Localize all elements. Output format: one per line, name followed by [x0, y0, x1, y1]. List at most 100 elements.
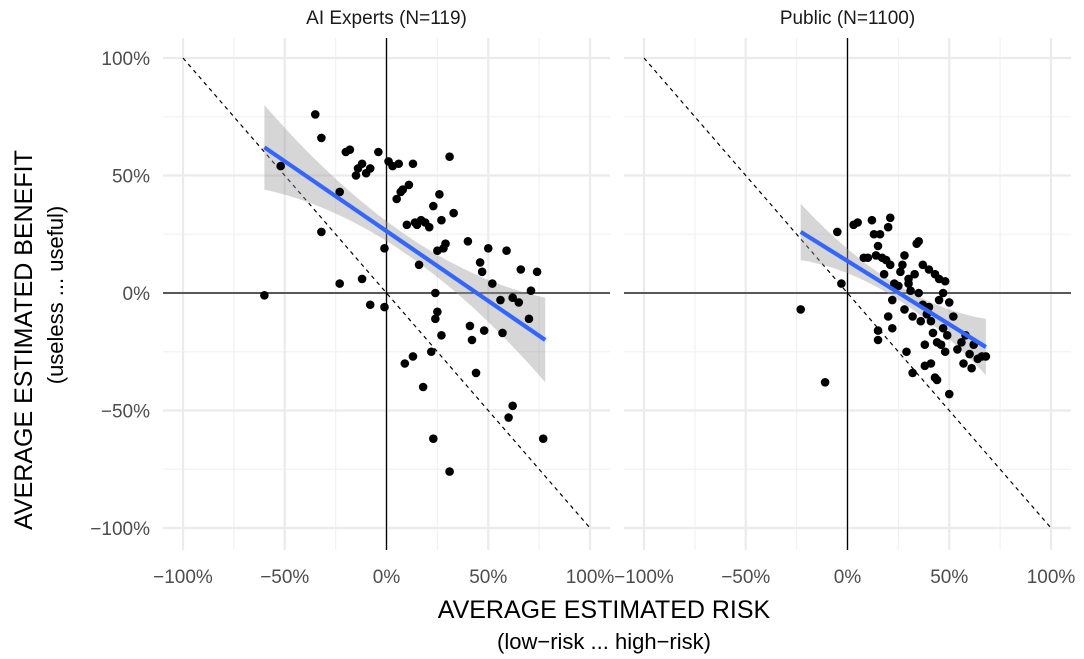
data-point: [932, 375, 942, 385]
data-point: [906, 286, 915, 295]
regression-line: [263, 145, 547, 342]
data-point: [875, 229, 885, 239]
data-point: [414, 260, 424, 270]
data-point: [424, 222, 434, 232]
data-point: [924, 265, 934, 274]
data-point: [357, 274, 367, 284]
y-tick-label: 50%: [112, 167, 150, 188]
data-point: [408, 159, 418, 169]
data-point: [934, 295, 944, 305]
data-point: [900, 305, 909, 314]
data-point: [477, 267, 487, 277]
facet-title: Public (N=1100): [780, 8, 915, 29]
data-point: [957, 338, 966, 347]
data-point: [883, 222, 893, 232]
data-point: [908, 368, 917, 378]
x-tick-label: −100%: [614, 567, 674, 588]
facet-title: AI Experts (N=119): [306, 8, 467, 29]
data-point: [437, 331, 446, 340]
data-point: [944, 389, 954, 399]
data-point: [938, 288, 948, 298]
data-point: [429, 201, 438, 211]
data-point: [904, 274, 913, 284]
data-point: [467, 335, 477, 345]
data-point: [873, 326, 883, 335]
data-point: [883, 312, 893, 321]
data-point: [863, 253, 873, 263]
data-point: [944, 298, 954, 307]
data-point: [317, 227, 326, 237]
y-axis-title: AVERAGE ESTIMATED BENEFIT: [10, 150, 38, 530]
data-point: [276, 161, 285, 171]
data-point: [445, 152, 454, 161]
data-point: [926, 316, 936, 326]
data-point: [902, 347, 911, 357]
data-point: [508, 401, 517, 411]
data-point: [873, 335, 883, 345]
data-point: [365, 164, 375, 173]
panel-public: Public (N=1100) −100% −50% 0% 50% 100%: [614, 8, 1075, 588]
data-point: [942, 331, 952, 340]
data-point: [426, 347, 436, 357]
data-point: [441, 239, 450, 248]
data-point: [483, 244, 493, 253]
data-point: [398, 185, 408, 194]
data-point: [837, 279, 846, 288]
data-point: [435, 190, 444, 199]
data-point: [908, 312, 917, 321]
data-point: [981, 352, 991, 361]
data-point: [310, 110, 320, 119]
data-point: [471, 368, 481, 378]
x-tick-label: −100%: [153, 567, 213, 588]
x-tick-label: 100%: [1027, 567, 1076, 588]
data-point: [488, 279, 497, 288]
y-axis: 100% 50% 0% −50% −100%: [90, 49, 150, 540]
data-point: [526, 286, 536, 295]
x-tick-label: 50%: [930, 567, 968, 588]
data-point: [524, 314, 534, 324]
data-point: [445, 467, 454, 476]
data-point: [394, 159, 404, 169]
data-point: [380, 302, 389, 312]
data-point: [496, 295, 505, 305]
data-point: [475, 258, 485, 267]
data-point: [833, 227, 842, 237]
data-point: [429, 434, 438, 444]
data-point: [898, 260, 907, 270]
data-point: [317, 133, 326, 143]
data-point: [938, 323, 948, 333]
data-point: [479, 326, 489, 335]
data-point: [949, 312, 958, 321]
panel-ai-experts: AI Experts (N=119) −100% −50% 0% 50% 100%: [153, 8, 614, 588]
y-tick-label: 0%: [123, 284, 151, 305]
data-point: [392, 194, 401, 204]
data-point: [940, 276, 950, 286]
data-point: [498, 328, 507, 338]
y-tick-label: −100%: [90, 519, 150, 540]
data-point: [885, 260, 895, 270]
data-point: [449, 208, 458, 218]
data-point: [538, 434, 548, 444]
data-point: [936, 340, 946, 350]
data-point: [351, 171, 361, 180]
data-point: [502, 246, 511, 255]
data-point: [959, 359, 968, 368]
data-point: [885, 213, 895, 223]
y-axis-subtitle: (useless ... useful): [43, 206, 68, 385]
y-tick-label: −50%: [101, 402, 150, 423]
data-point: [887, 295, 897, 305]
data-point: [380, 244, 389, 253]
data-point: [914, 288, 924, 298]
x-tick-label: 0%: [373, 567, 401, 588]
data-point: [335, 187, 344, 197]
data-point: [914, 237, 924, 246]
data-point: [345, 145, 355, 154]
data-point: [918, 260, 928, 270]
data-point: [514, 298, 524, 307]
data-point: [465, 321, 475, 331]
data-point: [402, 220, 412, 230]
data-point: [887, 323, 897, 333]
data-point: [504, 413, 513, 422]
data-point: [867, 215, 877, 225]
